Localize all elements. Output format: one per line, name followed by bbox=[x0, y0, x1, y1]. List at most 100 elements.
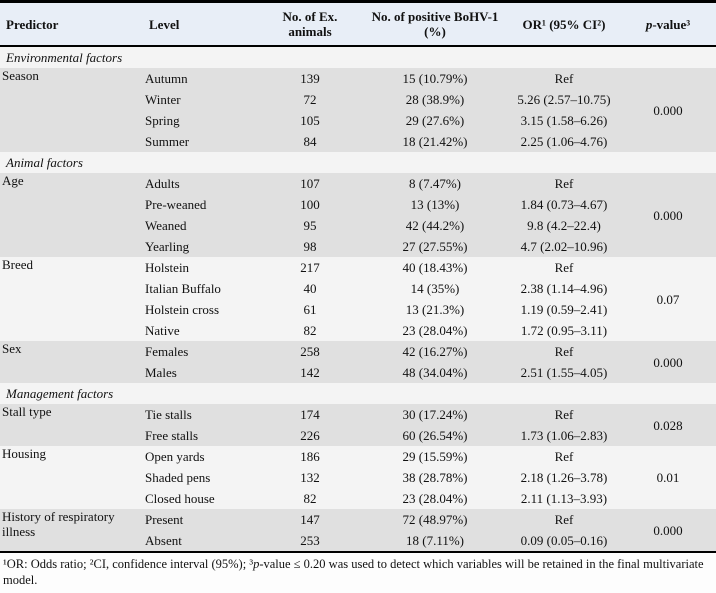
col-header-or: OR¹ (95% CI²) bbox=[508, 1, 620, 47]
n-cell: 105 bbox=[258, 110, 362, 131]
section-title: Environmental factors bbox=[0, 46, 716, 68]
or-cell: 2.25 (1.06–4.76) bbox=[508, 131, 620, 152]
level-cell: Females bbox=[143, 341, 258, 362]
table-row: Males 142 48 (34.04%) 2.51 (1.55–4.05) bbox=[0, 362, 716, 383]
level-cell: Absent bbox=[143, 530, 258, 551]
n-cell: 72 bbox=[258, 89, 362, 110]
positive-cell: 15 (10.79%) bbox=[362, 68, 508, 89]
table-row: Age Adults 107 8 (7.47%) Ref 0.000 bbox=[0, 173, 716, 257]
predictor-cell-stall-type: Stall type bbox=[0, 404, 143, 446]
n-cell: 100 bbox=[258, 194, 362, 215]
n-cell: 40 bbox=[258, 278, 362, 299]
positive-cell: 60 (26.54%) bbox=[362, 425, 508, 446]
or-cell: 5.26 (2.57–10.75) bbox=[508, 89, 620, 110]
positive-cell: 18 (7.11%) bbox=[362, 530, 508, 551]
pvalue-rest: -value³ bbox=[652, 16, 691, 32]
table-row: Italian Buffalo 40 14 (35%) 2.38 (1.14–4… bbox=[0, 278, 716, 299]
level-cell: Italian Buffalo bbox=[143, 278, 258, 299]
table-row: Spring 105 29 (27.6%) 3.15 (1.58–6.26) bbox=[0, 110, 716, 131]
n-cell: 95 bbox=[258, 215, 362, 236]
or-cell: Ref bbox=[508, 404, 620, 425]
or-cell: Ref bbox=[508, 509, 620, 530]
col-header-level: Level bbox=[143, 1, 258, 47]
level-cell: Tie stalls bbox=[143, 404, 258, 425]
n-cell: 226 bbox=[258, 425, 362, 446]
n-cell: 107 bbox=[258, 173, 362, 194]
table-row: Summer 84 18 (21.42%) 2.25 (1.06–4.76) bbox=[0, 131, 716, 152]
footnote-part2: -value ≤ 0.20 was used to detect which v… bbox=[3, 557, 704, 587]
table-row: Yearling 98 27 (27.55%) 4.7 (2.02–10.96) bbox=[0, 236, 716, 257]
pvalue-cell-stall-type: 0.028 bbox=[620, 404, 716, 446]
n-cell: 142 bbox=[258, 362, 362, 383]
positive-cell: 23 (28.04%) bbox=[362, 320, 508, 341]
n-cell: 139 bbox=[258, 68, 362, 89]
positive-cell: 13 (13%) bbox=[362, 194, 508, 215]
or-cell: 4.7 (2.02–10.96) bbox=[508, 236, 620, 257]
level-cell: Open yards bbox=[143, 446, 258, 467]
positive-cell: 27 (27.55%) bbox=[362, 236, 508, 257]
n-cell: 61 bbox=[258, 299, 362, 320]
section-row-environmental: Environmental factors bbox=[0, 46, 716, 68]
table-row: Holstein cross 61 13 (21.3%) 1.19 (0.59–… bbox=[0, 299, 716, 320]
or-cell: 1.73 (1.06–2.83) bbox=[508, 425, 620, 446]
section-row-management: Management factors bbox=[0, 383, 716, 404]
or-cell: Ref bbox=[508, 341, 620, 362]
table-row: Winter 72 28 (38.9%) 5.26 (2.57–10.75) bbox=[0, 89, 716, 110]
positive-cell: 29 (15.59%) bbox=[362, 446, 508, 467]
positive-cell: 29 (27.6%) bbox=[362, 110, 508, 131]
table-row: Absent 253 18 (7.11%) 0.09 (0.05–0.16) bbox=[0, 530, 716, 551]
level-cell: Native bbox=[143, 320, 258, 341]
positive-cell: 42 (44.2%) bbox=[362, 215, 508, 236]
table-row: Season Autumn 139 15 (10.79%) Ref 0.000 bbox=[0, 68, 716, 152]
or-cell: Ref bbox=[508, 257, 620, 278]
positive-cell: 28 (38.9%) bbox=[362, 89, 508, 110]
positive-cell: 42 (16.27%) bbox=[362, 341, 508, 362]
or-cell: 2.11 (1.13–3.93) bbox=[508, 488, 620, 509]
predictor-cell-age: Age bbox=[0, 173, 143, 257]
n-cell: 82 bbox=[258, 320, 362, 341]
table-row: Shaded pens 132 38 (28.78%) 2.18 (1.26–3… bbox=[0, 467, 716, 488]
table-row: Pre-weaned 100 13 (13%) 1.84 (0.73–4.67) bbox=[0, 194, 716, 215]
table-row: Housing Open yards 186 29 (15.59%) Ref 0… bbox=[0, 446, 716, 509]
col-header-predictor: Predictor bbox=[0, 1, 143, 47]
positive-cell: 14 (35%) bbox=[362, 278, 508, 299]
section-title: Animal factors bbox=[0, 152, 716, 173]
table-footnote: ¹OR: Odds ratio; ²CI, confidence interva… bbox=[0, 551, 716, 588]
n-cell: 258 bbox=[258, 341, 362, 362]
level-cell: Pre-weaned bbox=[143, 194, 258, 215]
table-row: Closed house 82 23 (28.04%) 2.11 (1.13–3… bbox=[0, 488, 716, 509]
or-cell: Ref bbox=[508, 68, 620, 89]
positive-cell: 30 (17.24%) bbox=[362, 404, 508, 425]
n-cell: 98 bbox=[258, 236, 362, 257]
predictor-cell-breed: Breed bbox=[0, 257, 143, 341]
col-header-pvalue: p-value³ bbox=[620, 1, 716, 47]
level-cell: Autumn bbox=[143, 68, 258, 89]
or-cell: 1.84 (0.73–4.67) bbox=[508, 194, 620, 215]
positive-cell: 72 (48.97%) bbox=[362, 509, 508, 530]
n-cell: 174 bbox=[258, 404, 362, 425]
or-cell: 2.38 (1.14–4.96) bbox=[508, 278, 620, 299]
table-row: Weaned 95 42 (44.2%) 9.8 (4.2–22.4) bbox=[0, 215, 716, 236]
or-cell: 9.8 (4.2–22.4) bbox=[508, 215, 620, 236]
pvalue-cell-age: 0.000 bbox=[620, 173, 716, 257]
pvalue-cell-breed: 0.07 bbox=[620, 257, 716, 341]
pvalue-cell-sex: 0.000 bbox=[620, 341, 716, 383]
or-cell: 1.19 (0.59–2.41) bbox=[508, 299, 620, 320]
level-cell: Shaded pens bbox=[143, 467, 258, 488]
table-row: Native 82 23 (28.04%) 1.72 (0.95–3.11) bbox=[0, 320, 716, 341]
level-cell: Yearling bbox=[143, 236, 258, 257]
predictor-cell-history: History of respiratory illness bbox=[0, 509, 143, 551]
pvalue-cell-season: 0.000 bbox=[620, 68, 716, 152]
predictor-cell-housing: Housing bbox=[0, 446, 143, 509]
n-cell: 217 bbox=[258, 257, 362, 278]
positive-cell: 40 (18.43%) bbox=[362, 257, 508, 278]
or-cell: 0.09 (0.05–0.16) bbox=[508, 530, 620, 551]
positive-cell: 18 (21.42%) bbox=[362, 131, 508, 152]
positive-cell: 38 (28.78%) bbox=[362, 467, 508, 488]
col-header-positive: No. of positive BoHV-1 (%) bbox=[362, 1, 508, 47]
risk-factors-table: Predictor Level No. of Ex. animals No. o… bbox=[0, 0, 716, 551]
or-cell: Ref bbox=[508, 173, 620, 194]
n-cell: 186 bbox=[258, 446, 362, 467]
table-row: Free stalls 226 60 (26.54%) 1.73 (1.06–2… bbox=[0, 425, 716, 446]
